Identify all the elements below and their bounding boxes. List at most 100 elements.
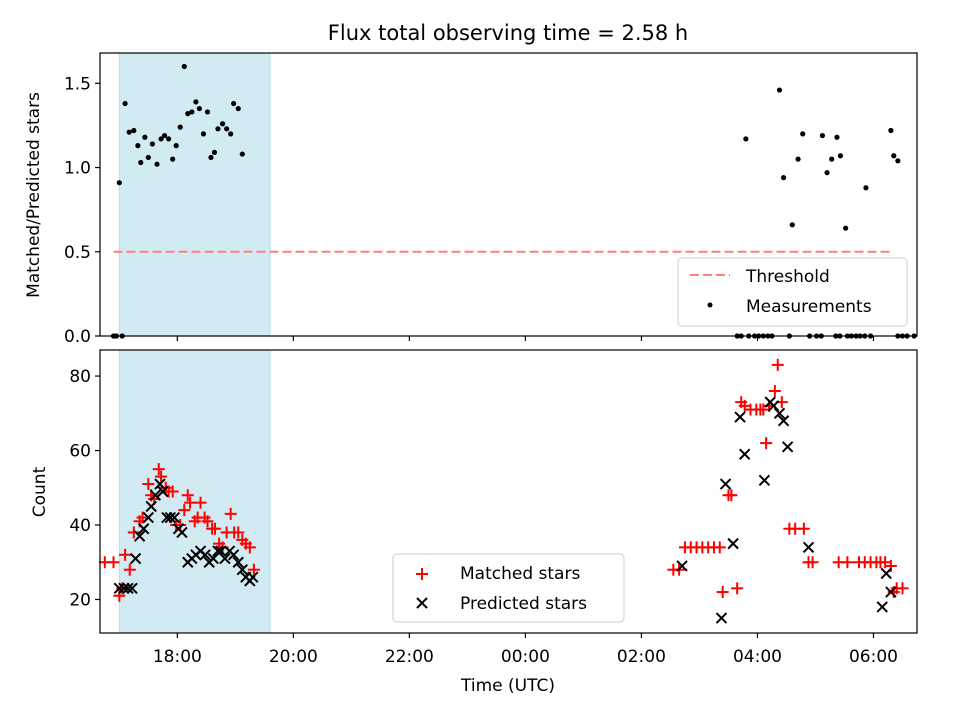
matched-star-point bbox=[760, 437, 773, 450]
measurement-point bbox=[824, 170, 830, 176]
y-tick-label: 80 bbox=[69, 367, 91, 387]
bottom-axes-frame bbox=[99, 349, 918, 634]
y-tick-label: 0.5 bbox=[64, 243, 91, 263]
matched-star-point bbox=[184, 496, 197, 509]
measurement-point bbox=[863, 185, 869, 191]
matched-star-point bbox=[107, 556, 120, 569]
x-tick-label: 00:00 bbox=[501, 647, 550, 667]
predicted-legend-label: Predicted stars bbox=[460, 594, 587, 614]
predicted-star-point bbox=[157, 485, 169, 498]
predicted-star-point bbox=[164, 511, 177, 524]
measurement-point bbox=[145, 154, 151, 161]
predicted-star-point bbox=[133, 530, 146, 542]
matched-star-point bbox=[232, 526, 245, 539]
measurement-point bbox=[166, 136, 172, 142]
predicted-star-point bbox=[176, 526, 188, 539]
measurement-point bbox=[149, 141, 155, 147]
y-tick-label: 60 bbox=[69, 442, 91, 462]
predicted-legend-marker bbox=[416, 597, 428, 609]
matched-star-point bbox=[224, 507, 237, 520]
measurement-point bbox=[181, 63, 187, 70]
predicted-star-point bbox=[113, 582, 126, 595]
predicted-star-point bbox=[232, 556, 244, 568]
matched-legend-label: Matched stars bbox=[460, 564, 580, 584]
predicted-star-point bbox=[215, 545, 227, 557]
matched-star-point bbox=[201, 515, 214, 528]
predicted-star-point bbox=[122, 582, 134, 595]
predicted-star-point bbox=[227, 549, 240, 561]
measurement-point bbox=[789, 222, 795, 228]
matched-star-point bbox=[768, 384, 781, 397]
matched-star-point bbox=[771, 358, 784, 371]
bottom-ylabel: Count bbox=[30, 466, 50, 517]
measurement-point bbox=[834, 134, 840, 140]
predicted-star-point bbox=[137, 523, 150, 535]
measurement-point bbox=[837, 153, 844, 159]
predicted-star-point bbox=[219, 552, 231, 565]
predicted-star-point bbox=[236, 563, 249, 576]
y-tick-label: 1.5 bbox=[64, 74, 91, 94]
measurement-point bbox=[829, 156, 835, 162]
matched-star-point bbox=[806, 556, 819, 569]
predicted-star-point bbox=[247, 571, 259, 583]
measurement-point bbox=[819, 132, 826, 139]
measurement-point bbox=[161, 132, 168, 139]
matched-star-point bbox=[119, 548, 132, 561]
matched-star-point bbox=[797, 522, 810, 535]
measurement-point bbox=[135, 143, 141, 149]
x-tick-label: 20:00 bbox=[269, 647, 318, 667]
matched-star-point bbox=[178, 504, 191, 517]
top-legend: Threshold Measurements bbox=[677, 257, 908, 327]
bottom-shaded-region bbox=[118, 349, 271, 634]
measurement-point bbox=[239, 151, 245, 157]
top-x-ticks bbox=[176, 336, 875, 341]
top-shaded-region bbox=[118, 52, 271, 337]
y-tick-label: 40 bbox=[69, 516, 91, 536]
measurement-point bbox=[231, 100, 237, 107]
predicted-star-point bbox=[715, 612, 728, 624]
matched-star-point bbox=[725, 489, 738, 502]
measurements-legend-label: Measurements bbox=[746, 297, 872, 317]
measurement-point bbox=[211, 149, 218, 155]
y-tick-label: 1.0 bbox=[64, 159, 91, 179]
measurement-point bbox=[158, 136, 164, 142]
measurement-point bbox=[122, 100, 128, 107]
measurement-point bbox=[228, 131, 234, 137]
x-tick-label: 06:00 bbox=[849, 647, 898, 667]
measurement-point bbox=[173, 143, 179, 149]
measurement-point bbox=[189, 109, 195, 115]
predicted-star-point bbox=[880, 567, 892, 580]
measurement-point bbox=[142, 134, 148, 140]
predicted-star-point bbox=[802, 541, 815, 554]
measurement-point bbox=[235, 105, 241, 112]
measurement-point bbox=[776, 87, 783, 93]
matched-star-point bbox=[181, 489, 194, 502]
measurement-point bbox=[800, 131, 806, 137]
predicted-star-point bbox=[738, 448, 751, 460]
predicted-star-point bbox=[129, 552, 142, 565]
predicted-star-point bbox=[719, 478, 732, 490]
measurement-point bbox=[891, 153, 897, 159]
matched-star-point bbox=[123, 563, 136, 576]
predicted-star-point bbox=[773, 407, 786, 420]
top-ylabel: Matched/Predicted stars bbox=[24, 92, 44, 298]
measurement-point bbox=[215, 126, 221, 132]
matched-star-point bbox=[174, 519, 187, 532]
measurement-point bbox=[170, 156, 176, 162]
predicted-star-point bbox=[126, 582, 138, 595]
predicted-stars-group bbox=[113, 396, 897, 624]
matched-star-point bbox=[716, 586, 729, 599]
matched-star-point bbox=[194, 496, 207, 509]
matched-star-point bbox=[136, 511, 149, 524]
matched-star-point bbox=[247, 563, 260, 576]
measurement-point bbox=[780, 175, 787, 181]
measurement-point bbox=[116, 180, 122, 186]
predicted-star-point bbox=[768, 400, 780, 412]
measurement-point bbox=[200, 131, 207, 137]
top-legend-box bbox=[677, 257, 908, 327]
predicted-star-point bbox=[777, 415, 790, 427]
measurement-point bbox=[895, 158, 901, 164]
measurement-point bbox=[131, 127, 137, 134]
bottom-xlabel: Time (UTC) bbox=[460, 676, 555, 696]
